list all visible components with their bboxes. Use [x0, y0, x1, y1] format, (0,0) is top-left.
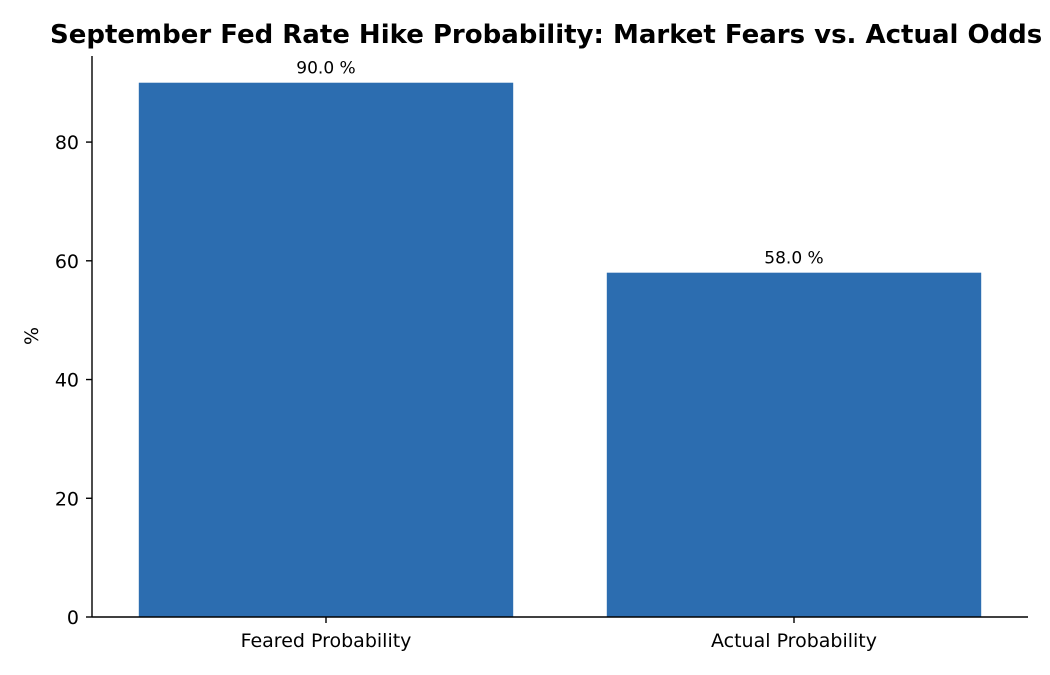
bar: [606, 272, 982, 617]
plot-area: 90.0 % Feared Probability 58.0 % Actual Pro…: [55, 56, 1028, 652]
x-tick-label: Feared Probability: [241, 630, 412, 652]
x-tick-label: Actual Probability: [711, 630, 877, 652]
data-label: 58.0 %: [764, 249, 823, 269]
data-label: 90.0 %: [296, 59, 355, 79]
bar: [138, 82, 514, 617]
y-tick-label: 40: [55, 370, 79, 392]
chart-title: September Fed Rate Hike Probability: Mar…: [50, 20, 1042, 50]
y-tick-label: 0: [67, 607, 79, 629]
y-tick-label: 60: [55, 251, 79, 273]
y-tick-label: 80: [55, 132, 79, 154]
y-axis-label: %: [21, 327, 43, 345]
y-tick-label: 20: [55, 488, 79, 510]
